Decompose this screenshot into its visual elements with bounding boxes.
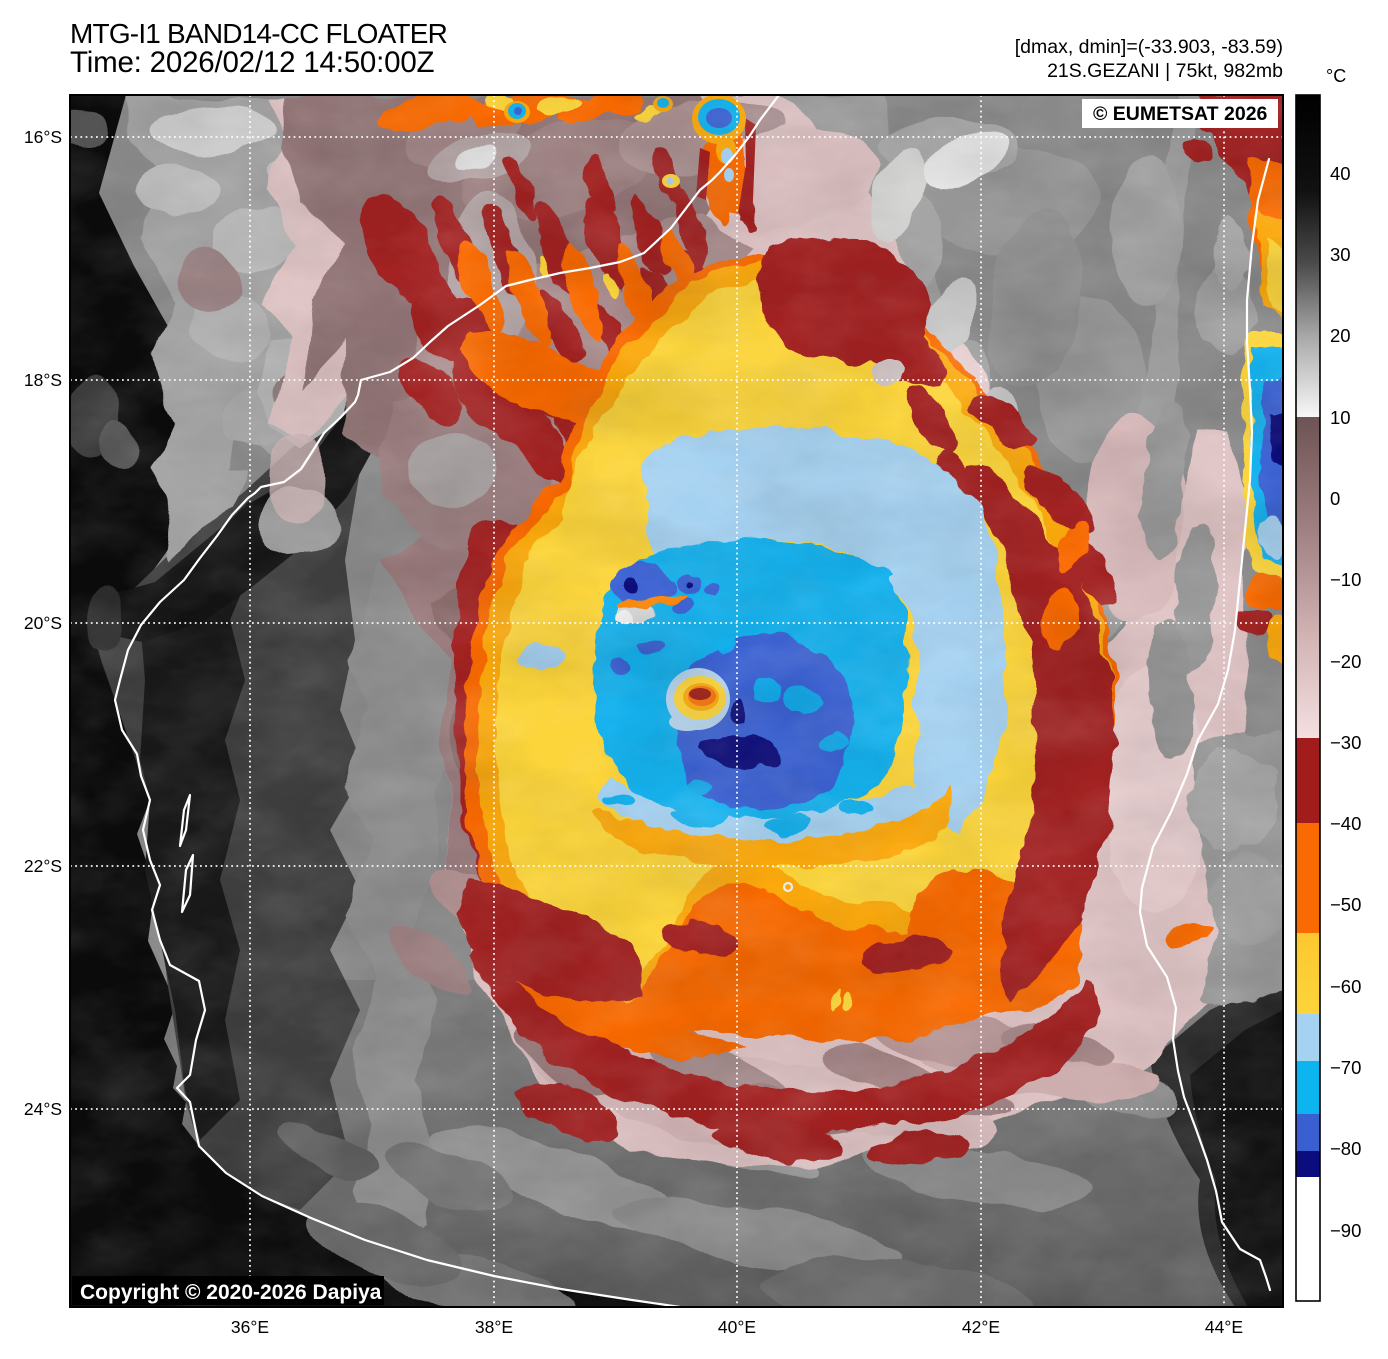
svg-text:20°S: 20°S: [24, 613, 62, 633]
svg-text:40: 40: [1330, 163, 1351, 184]
svg-text:20: 20: [1330, 325, 1351, 346]
svg-text:18°S: 18°S: [24, 370, 62, 390]
svg-text:−10: −10: [1330, 569, 1361, 590]
svg-text:0: 0: [1330, 488, 1340, 509]
svg-text:36°E: 36°E: [231, 1317, 269, 1337]
svg-text:Time: 2026/02/12 14:50:00Z: Time: 2026/02/12 14:50:00Z: [70, 46, 435, 79]
svg-text:−20: −20: [1330, 651, 1361, 672]
svg-text:44°E: 44°E: [1205, 1317, 1243, 1337]
svg-text:[dmax, dmin]=(-33.903, -83.59): [dmax, dmin]=(-33.903, -83.59): [1015, 36, 1283, 58]
svg-text:30: 30: [1330, 244, 1351, 265]
svg-text:38°E: 38°E: [475, 1317, 513, 1337]
svg-text:−50: −50: [1330, 894, 1361, 915]
svg-text:24°S: 24°S: [24, 1099, 62, 1119]
svg-text:16°S: 16°S: [24, 127, 62, 147]
svg-text:−70: −70: [1330, 1057, 1361, 1078]
svg-text:−90: −90: [1330, 1220, 1361, 1241]
svg-text:Copyright © 2020-2026 Dapiya: Copyright © 2020-2026 Dapiya: [80, 1281, 382, 1304]
svg-text:−80: −80: [1330, 1138, 1361, 1159]
svg-text:−60: −60: [1330, 976, 1361, 997]
svg-text:21S.GEZANI | 75kt, 982mb: 21S.GEZANI | 75kt, 982mb: [1047, 60, 1283, 82]
svg-text:10: 10: [1330, 407, 1351, 428]
svg-text:40°E: 40°E: [718, 1317, 756, 1337]
svg-text:−40: −40: [1330, 813, 1361, 834]
svg-text:© EUMETSAT 2026: © EUMETSAT 2026: [1093, 103, 1268, 125]
svg-text:−30: −30: [1330, 732, 1361, 753]
svg-text:MTG-I1 BAND14-CC FLOATER: MTG-I1 BAND14-CC FLOATER: [70, 18, 447, 49]
svg-text:22°S: 22°S: [24, 856, 62, 876]
svg-text:42°E: 42°E: [962, 1317, 1000, 1337]
svg-text:°C: °C: [1326, 66, 1346, 86]
